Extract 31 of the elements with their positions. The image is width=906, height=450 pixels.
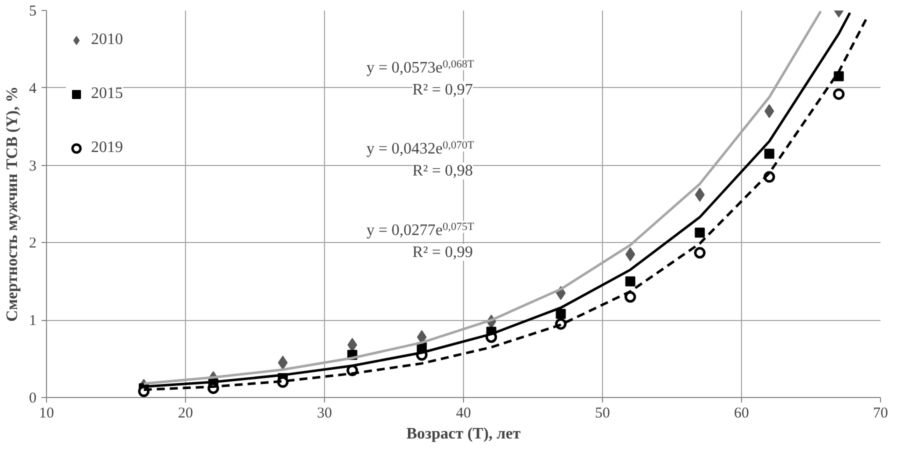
y-tick-label: 1: [29, 313, 36, 330]
y-tick-label: 4: [29, 80, 37, 97]
legend-label: 2015: [91, 85, 123, 103]
point: [764, 104, 774, 118]
x-tick-label: 50: [595, 406, 610, 422]
point: [694, 228, 705, 238]
x-tick-label: 40: [456, 406, 471, 422]
y-tick-label: 0: [29, 390, 36, 406]
point: [625, 276, 636, 286]
point: [834, 71, 844, 82]
x-tick-label: 30: [317, 406, 332, 422]
y-tick-label: 2: [29, 236, 36, 252]
y-tick-label: 5: [29, 4, 36, 20]
x-tick-label: 60: [734, 406, 749, 422]
x-tick-label: 70: [873, 406, 888, 422]
point: [833, 88, 845, 100]
legend-label: 2019: [91, 139, 123, 157]
point: [624, 291, 636, 303]
y-tick-label: 3: [29, 158, 36, 174]
point: [694, 247, 706, 259]
x-tick-label: 20: [178, 406, 193, 422]
point: [694, 188, 705, 202]
point: [625, 247, 636, 262]
point: [556, 308, 566, 319]
legend-label: 2010: [91, 31, 123, 49]
y-axis-title: Смертность мужчин ТСВ (Y), %: [4, 86, 21, 322]
point: [278, 356, 288, 370]
point: [347, 338, 358, 352]
x-axis-title: Возраст (T), лет: [406, 426, 521, 442]
point: [764, 148, 774, 159]
x-tick-label: 10: [39, 406, 54, 422]
